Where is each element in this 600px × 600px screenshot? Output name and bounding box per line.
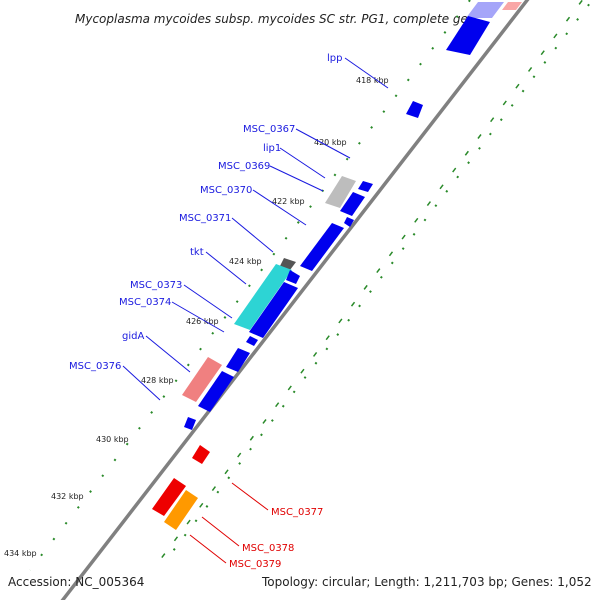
gene-feature-gidA[interactable] bbox=[226, 348, 250, 372]
map-title: Mycoplasma mycoides subsp. mycoides SC s… bbox=[75, 12, 479, 26]
accession-label: Accession: NC_005364 bbox=[8, 575, 144, 589]
kbp-label: 430 kbp bbox=[96, 435, 129, 444]
gene-label-lip1[interactable]: lip1 bbox=[263, 143, 281, 154]
gene-feature-MSC_0373[interactable] bbox=[249, 270, 300, 338]
gene-label-tkt[interactable]: tkt bbox=[190, 247, 204, 258]
feature-faded-top[interactable] bbox=[466, 2, 522, 18]
label-leaders-reverse bbox=[189, 482, 269, 564]
gene-feature-small-428[interactable] bbox=[184, 417, 196, 430]
gene-label-MSC_0370[interactable]: MSC_0370 bbox=[200, 185, 252, 196]
gene-label-MSC_0374[interactable]: MSC_0374 bbox=[119, 297, 171, 308]
gene-label-MSC_0371[interactable]: MSC_0371 bbox=[179, 213, 231, 224]
kbp-label: 418 kbp bbox=[356, 76, 389, 85]
gene-label-MSC_0379[interactable]: MSC_0379 bbox=[229, 559, 281, 570]
gene-feature-MSC_0377[interactable] bbox=[192, 445, 210, 464]
gene-label-MSC_0369[interactable]: MSC_0369 bbox=[218, 161, 270, 172]
gene-feature-MSC_0379[interactable] bbox=[164, 490, 198, 530]
gene-label-MSC_0367[interactable]: MSC_0367 bbox=[243, 124, 295, 135]
gene-feature-MSC_0371[interactable] bbox=[300, 223, 344, 271]
kbp-label: 432 kbp bbox=[51, 492, 84, 501]
gene-feature-lip1[interactable] bbox=[325, 176, 356, 208]
gene-feature-MSC_0367[interactable] bbox=[358, 181, 373, 192]
gene-label-MSC_0373[interactable]: MSC_0373 bbox=[130, 280, 182, 291]
kbp-label: 428 kbp bbox=[141, 376, 174, 385]
kbp-label: 424 kbp bbox=[229, 257, 262, 266]
genome-summary: Topology: circular; Length: 1,211,703 bp… bbox=[261, 575, 592, 589]
kbp-label: 426 kbp bbox=[186, 317, 219, 326]
gene-feature-MSC_0378[interactable] bbox=[152, 478, 186, 516]
gene-feature-tkt[interactable] bbox=[234, 264, 292, 330]
kbp-ruler: 418 kbp 420 kbp 422 kbp 424 kbp 426 kbp … bbox=[4, 76, 389, 558]
gene-feature-MSC_0374[interactable] bbox=[246, 336, 258, 346]
label-leaders-forward bbox=[122, 57, 389, 401]
genome-backbone bbox=[60, 0, 530, 600]
gene-label-MSC_0378[interactable]: MSC_0378 bbox=[242, 543, 294, 554]
kbp-label: 420 kbp bbox=[314, 138, 347, 147]
tick-track-outer bbox=[159, 0, 584, 561]
gene-feature-MSC_0370[interactable] bbox=[344, 217, 354, 227]
kbp-label: 422 kbp bbox=[272, 197, 305, 206]
gene-label-MSC_0376[interactable]: MSC_0376 bbox=[69, 361, 121, 372]
gene-feature-small-418[interactable] bbox=[406, 101, 423, 118]
gene-label-MSC_0377[interactable]: MSC_0377 bbox=[271, 507, 323, 518]
gene-feature-MSC_0369[interactable] bbox=[340, 192, 365, 216]
gene-feature-MSC_0376[interactable] bbox=[198, 371, 234, 412]
gene-label-gidA[interactable]: gidA bbox=[122, 331, 144, 342]
gene-feature-pink[interactable] bbox=[182, 357, 222, 402]
gene-label-lpp[interactable]: lpp bbox=[327, 53, 342, 64]
kbp-label: 434 kbp bbox=[4, 549, 37, 558]
gene-feature-lpp[interactable] bbox=[446, 16, 490, 55]
tick-track-left bbox=[29, 0, 471, 571]
